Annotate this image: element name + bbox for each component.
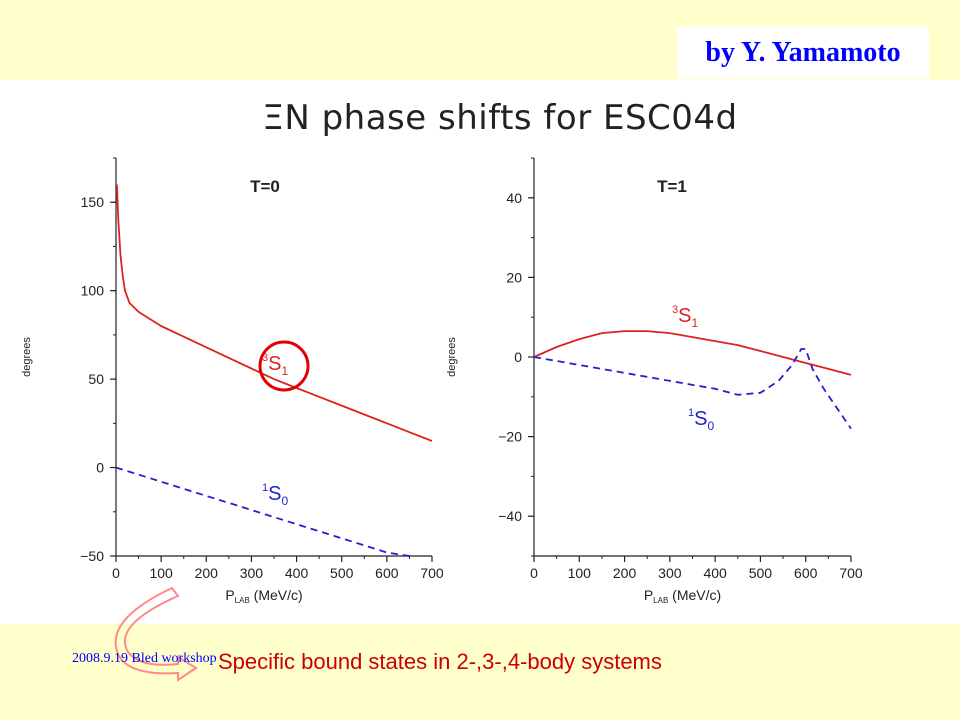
x-tick-label: 0 [530,565,538,581]
series-line-3S1 [533,330,852,376]
x-tick-label: 0 [112,565,120,581]
x-tick-label: 400 [703,565,727,581]
y-tick-label: −20 [498,429,522,445]
series-line-3S1 [116,184,433,442]
x-axis-label: PLAB (MeV/c) [644,587,721,605]
y-tick-label: 0 [96,460,104,476]
x-tick-label: 300 [240,565,264,581]
x-tick-label: 200 [613,565,637,581]
series-line-1S0 [115,466,410,557]
x-tick-label: 100 [149,565,173,581]
x-tick-label: 700 [420,565,444,581]
series-label-1S0: 1S0 [262,482,288,508]
x-tick-label: 600 [375,565,399,581]
x-tick-label: 500 [330,565,354,581]
panel-title: T=0 [250,177,280,196]
author-label: by Y. Yamamoto [677,27,929,79]
x-tick-label: 500 [749,565,773,581]
series-label-1S0: 1S0 [688,407,714,433]
x-tick-label: 100 [568,565,592,581]
x-tick-label: 600 [794,565,818,581]
series-label-3S1: 3S1 [262,352,288,378]
series-label-3S1: 3S1 [672,304,698,330]
y-tick-label: −40 [498,508,522,524]
y-tick-label: 150 [81,194,105,210]
panel-title: T=1 [657,177,687,196]
x-tick-label: 700 [839,565,863,581]
y-tick-label: 40 [506,190,522,206]
y-axis-label: degrees [446,337,458,377]
footer-date: 2008.9.19 Bled workshop [72,651,217,666]
y-tick-label: 0 [514,349,522,365]
x-axis-label: PLAB (MeV/c) [225,587,302,605]
footer-caption: Specific bound states in 2-,3-,4-body sy… [218,649,662,674]
x-tick-label: 300 [658,565,682,581]
x-tick-label: 200 [195,565,219,581]
y-tick-label: −50 [80,548,104,564]
y-tick-label: 50 [88,371,104,387]
red-circle-icon [258,340,310,392]
y-tick-label: 20 [506,269,522,285]
figure-title: ΞN phase shifts for ESC04d [262,98,738,138]
x-tick-label: 400 [285,565,309,581]
y-tick-label: 100 [81,283,105,299]
bottom-band [0,624,960,720]
y-axis-label: degrees [21,337,33,377]
